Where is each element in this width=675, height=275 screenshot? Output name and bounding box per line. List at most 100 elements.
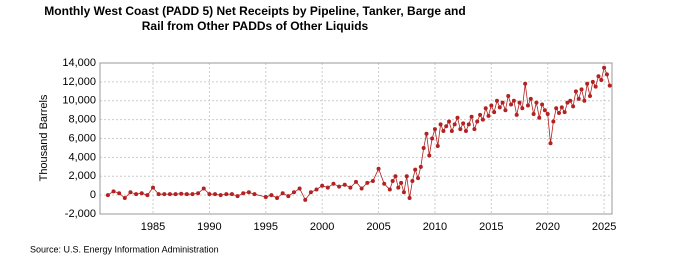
data-point [551,119,556,124]
data-point [494,98,499,103]
data-point [303,197,308,202]
data-point [602,65,607,70]
data-point [568,98,573,103]
x-tick-label: 2010 [423,221,447,233]
data-point [308,190,313,195]
data-point [537,115,542,120]
data-point [291,190,296,195]
x-tick-label: 2015 [479,221,503,233]
data-point [151,185,156,190]
data-point [466,122,471,127]
data-point [331,181,336,186]
data-point [571,104,576,109]
data-point [588,94,593,99]
data-point [444,124,449,129]
data-point [506,94,511,99]
data-point [269,193,274,198]
data-point [376,166,381,171]
y-tick-label: 8,000 [68,114,96,126]
data-point [280,191,285,196]
data-point [418,164,423,169]
data-point [576,96,581,101]
data-point [562,110,567,115]
data-point [145,193,150,198]
x-tick-label: 1995 [254,221,278,233]
plot-frame [99,62,613,215]
data-point [554,106,559,111]
data-point [604,72,609,77]
data-point [469,114,474,119]
data-point [556,111,561,116]
data-point [534,100,539,105]
data-point [396,185,401,190]
data-point [432,127,437,132]
data-point [354,179,358,184]
data-point [229,192,234,197]
data-point [359,186,364,191]
data-point [478,112,483,117]
data-point [213,192,218,197]
data-point [475,119,480,124]
data-point [461,121,466,126]
data-point [105,193,110,198]
data-point [162,192,167,197]
data-point [596,74,601,79]
source: Source: U.S. Energy Information Administ… [30,244,219,254]
data-point [421,145,426,150]
y-tick-label: 4,000 [68,151,96,163]
data-point [416,176,421,181]
data-point [275,195,280,200]
y-tick-label: 12,000 [62,76,96,88]
data-point [573,89,578,94]
data-point [235,194,240,199]
data-point [399,180,404,185]
data-point [435,144,440,149]
data-point [424,131,429,136]
data-point [593,84,598,89]
y-tick-label: 6,000 [68,132,96,144]
data-point [128,190,133,195]
data-point [430,136,435,141]
data-point [201,186,206,191]
data-point [404,174,409,179]
data-point [156,192,161,197]
data-point [447,119,452,124]
data-point [410,178,415,183]
data-point [122,195,127,200]
data-point [134,192,139,197]
data-point [579,87,584,92]
data-point [497,105,502,110]
data-point [520,106,525,111]
data-point [480,117,485,122]
data-point [452,122,457,127]
data-point [585,81,590,86]
data-point [427,153,432,158]
data-point [511,98,516,103]
data-point [449,128,454,133]
x-tick-label: 1990 [197,221,221,233]
x-tick-label: 1985 [141,221,165,233]
x-tick-label: 2000 [310,221,334,233]
data-point [540,102,545,107]
data-point [523,81,528,86]
data-point [390,178,395,183]
data-point [196,191,201,196]
data-point [517,100,522,105]
data-point [486,113,491,118]
data-point [565,100,570,105]
data-point [314,187,319,192]
data-point [184,192,189,197]
data-point [224,192,229,197]
data-point [492,110,497,115]
data-point [370,178,375,183]
series-line [107,66,611,201]
data-point [342,182,347,187]
data-point [401,190,406,195]
y-tick-label: 2,000 [68,170,96,182]
data-point [393,174,398,179]
data-point [207,192,212,197]
data-point [179,191,184,196]
data-point [545,111,550,116]
data-point [382,181,387,186]
data-point [337,184,342,189]
